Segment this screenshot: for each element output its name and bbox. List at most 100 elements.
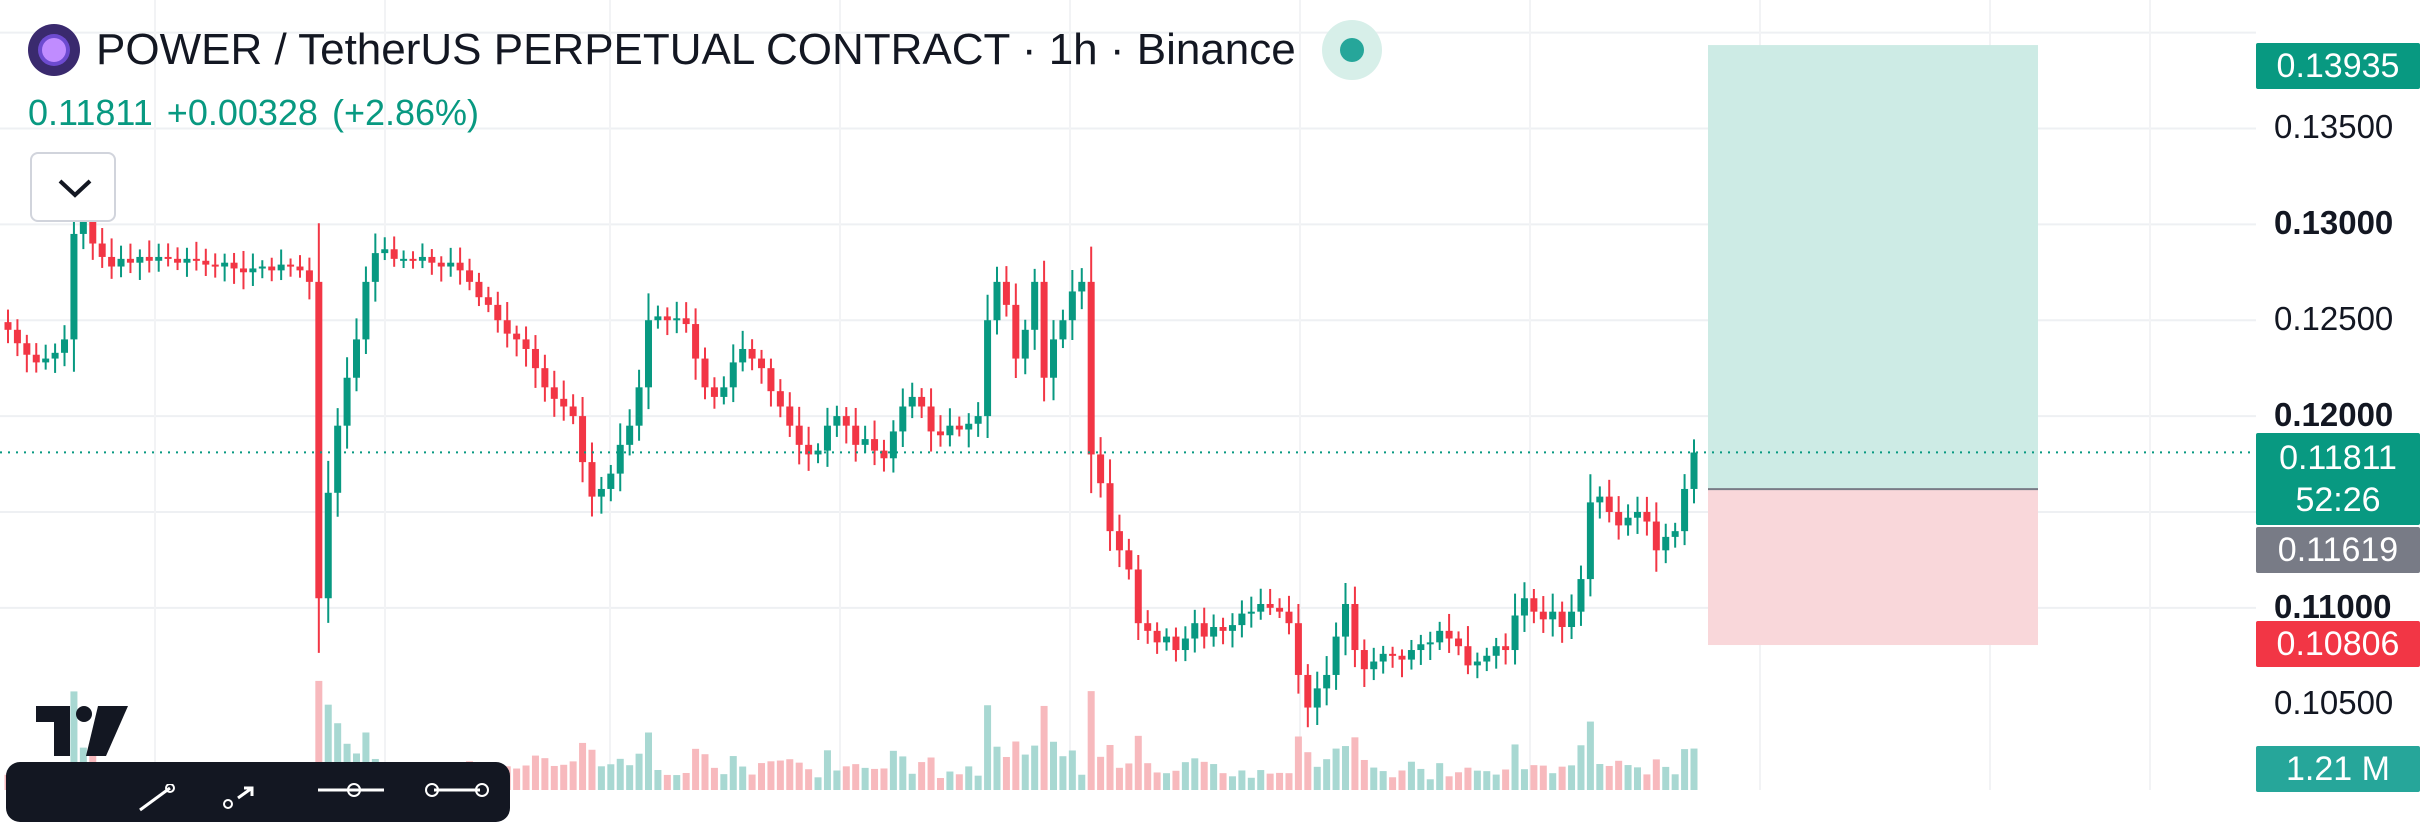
candle-body (1379, 653, 1387, 662)
candle-body (880, 450, 888, 459)
volume-bar (550, 765, 558, 790)
candle-body (1313, 688, 1321, 708)
volume-bar (710, 767, 718, 790)
trend-line-tool-icon[interactable] (136, 784, 176, 814)
volume-bar (946, 771, 954, 790)
candle-body (1106, 483, 1114, 532)
candle-body (353, 339, 361, 378)
candle-body (239, 268, 247, 273)
candle-body (1332, 636, 1340, 675)
candle-body (390, 249, 398, 259)
candle-body (833, 416, 841, 426)
candle-body (946, 425, 954, 436)
volume-bar (1115, 767, 1123, 790)
candle-body (1483, 655, 1491, 662)
volume-bar (1407, 761, 1415, 790)
volume-bar (814, 777, 822, 790)
volume-bar (1502, 769, 1510, 790)
volume-bar (889, 750, 897, 790)
candle-body (710, 387, 718, 397)
volume-bar (1558, 766, 1566, 790)
candle-body (126, 258, 134, 263)
price-axis-label: 0.12000 (2274, 396, 2394, 434)
candle-body (1473, 661, 1481, 666)
volume-bar (1059, 756, 1067, 790)
candle-body (682, 318, 690, 325)
candle-body (1257, 604, 1265, 612)
volume-bar (955, 774, 963, 790)
candle-body (823, 425, 831, 451)
tradingview-logo-icon[interactable] (36, 706, 128, 761)
candle-body (381, 249, 389, 254)
candle-body (701, 358, 709, 388)
horizontal-line-tool-icon[interactable] (424, 782, 494, 812)
candle-body (1539, 611, 1547, 620)
volume-bar (842, 766, 850, 790)
volume-bar (1323, 759, 1331, 790)
volume-bar (541, 758, 549, 790)
drawing-toolbar[interactable] (6, 762, 510, 822)
price-axis-label: 0.12500 (2274, 300, 2394, 338)
volume-bar (833, 770, 841, 790)
candle-body (1671, 531, 1679, 537)
volume-bar (880, 768, 888, 790)
candle-body (767, 368, 775, 392)
candle-body (1172, 636, 1180, 651)
candle-body (400, 258, 408, 261)
candle-body (1455, 638, 1463, 647)
volume-bar (739, 766, 747, 790)
candle-body (1426, 642, 1434, 645)
volume-bar (1163, 773, 1171, 790)
candle-body (305, 270, 313, 282)
volume-bar (588, 749, 596, 790)
horizontal-ray-tool-icon[interactable] (318, 782, 388, 812)
candle-body (221, 262, 229, 267)
candle-body (296, 266, 304, 271)
entry-price-tag: 0.11619 (2256, 527, 2420, 573)
candle-body (616, 444, 624, 474)
ohlc-summary: 0.11811 +0.00328 (+2.86%) (28, 92, 493, 134)
candle-body (61, 339, 69, 353)
symbol-title[interactable]: POWER / TetherUS PERPETUAL CONTRACT · 1h… (96, 25, 1296, 74)
market-open-status-icon[interactable] (1321, 20, 1382, 80)
volume-bar (1568, 765, 1576, 790)
volume-bar (861, 767, 869, 790)
candle-body (1643, 511, 1651, 522)
volume-bar (899, 756, 907, 790)
collapse-legend-button[interactable] (30, 152, 116, 222)
candle-body (607, 473, 615, 489)
candle-body (1238, 613, 1246, 626)
volume-bar (871, 768, 879, 790)
volume-bar (1455, 772, 1463, 790)
candle-body (1153, 630, 1161, 643)
volume-bar (1511, 744, 1519, 790)
candle-body (1681, 488, 1689, 532)
candle-body (673, 318, 681, 321)
candle-body (644, 320, 652, 388)
volume-bar (1238, 770, 1246, 790)
volume-bar (1313, 766, 1321, 790)
candle-body (1078, 281, 1086, 292)
candle-body (795, 425, 803, 445)
candle-body (579, 416, 587, 463)
volume-bar (1191, 758, 1199, 790)
price-chart[interactable] (0, 0, 2436, 800)
arrow-tool-icon[interactable] (218, 784, 258, 814)
volume-bar (607, 764, 615, 790)
candle-body (1605, 496, 1613, 512)
chevron-down-icon (58, 179, 92, 198)
volume-bar (974, 775, 982, 790)
power-coin-logo-icon (28, 24, 80, 76)
volume-bar (663, 774, 671, 790)
candle-body (230, 262, 238, 269)
candle-body (1549, 611, 1557, 620)
candle-body (720, 387, 728, 397)
volume-bar (1492, 774, 1500, 790)
candle-body (98, 243, 106, 257)
volume-bar (1652, 759, 1660, 790)
candle-body (13, 329, 21, 344)
candle-body (1247, 611, 1255, 614)
volume-bar (522, 765, 530, 790)
volume-bar (513, 768, 521, 790)
candle-body (635, 387, 643, 426)
